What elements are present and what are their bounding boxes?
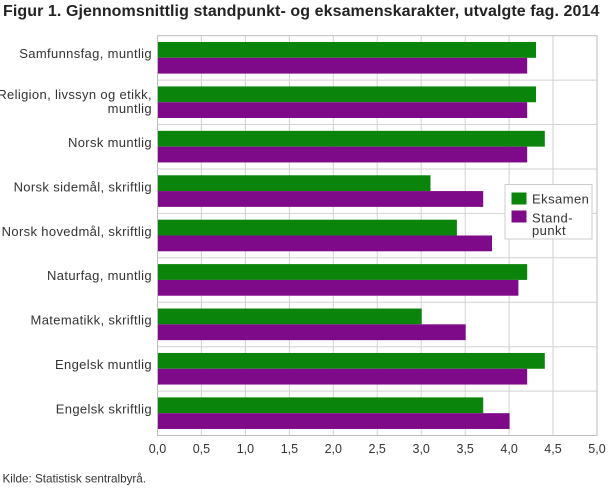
svg-text:4,0: 4,0 (500, 442, 517, 456)
svg-text:Matematikk, skriftlig: Matematikk, skriftlig (31, 313, 152, 328)
svg-text:muntlig: muntlig (108, 101, 152, 116)
svg-text:1,5: 1,5 (281, 442, 298, 456)
svg-text:Figur 1. Gjennomsnittlig stand: Figur 1. Gjennomsnittlig standpunkt- og … (3, 3, 599, 20)
svg-text:5,0: 5,0 (588, 442, 605, 456)
svg-text:3,0: 3,0 (413, 442, 430, 456)
svg-text:Eksamen: Eksamen (532, 191, 589, 206)
svg-text:2,0: 2,0 (325, 442, 342, 456)
svg-text:punkt: punkt (532, 223, 566, 238)
svg-text:3,5: 3,5 (457, 442, 474, 456)
svg-text:Religion, livssyn og etikk,: Religion, livssyn og etikk, (0, 87, 152, 102)
svg-text:0,0: 0,0 (149, 442, 166, 456)
svg-text:Naturfag, muntlig: Naturfag, muntlig (47, 268, 152, 283)
svg-text:0,5: 0,5 (193, 442, 210, 456)
svg-text:Norsk sidemål, skriftlig: Norsk sidemål, skriftlig (14, 179, 152, 194)
svg-text:Kilde: Statistisk sentralbyrå.: Kilde: Statistisk sentralbyrå. (3, 472, 147, 485)
svg-text:Engelsk skriftlig: Engelsk skriftlig (56, 402, 152, 417)
svg-text:Norsk muntlig: Norsk muntlig (68, 135, 152, 150)
svg-text:Engelsk muntlig: Engelsk muntlig (55, 357, 152, 372)
svg-text:Stand-: Stand- (532, 210, 573, 225)
svg-text:1,0: 1,0 (237, 442, 254, 456)
svg-text:Norsk hovedmål, skriftlig: Norsk hovedmål, skriftlig (2, 224, 152, 239)
svg-text:2,5: 2,5 (369, 442, 386, 456)
svg-text:4,5: 4,5 (544, 442, 561, 456)
svg-text:Samfunnsfag, muntlig: Samfunnsfag, muntlig (19, 46, 152, 61)
